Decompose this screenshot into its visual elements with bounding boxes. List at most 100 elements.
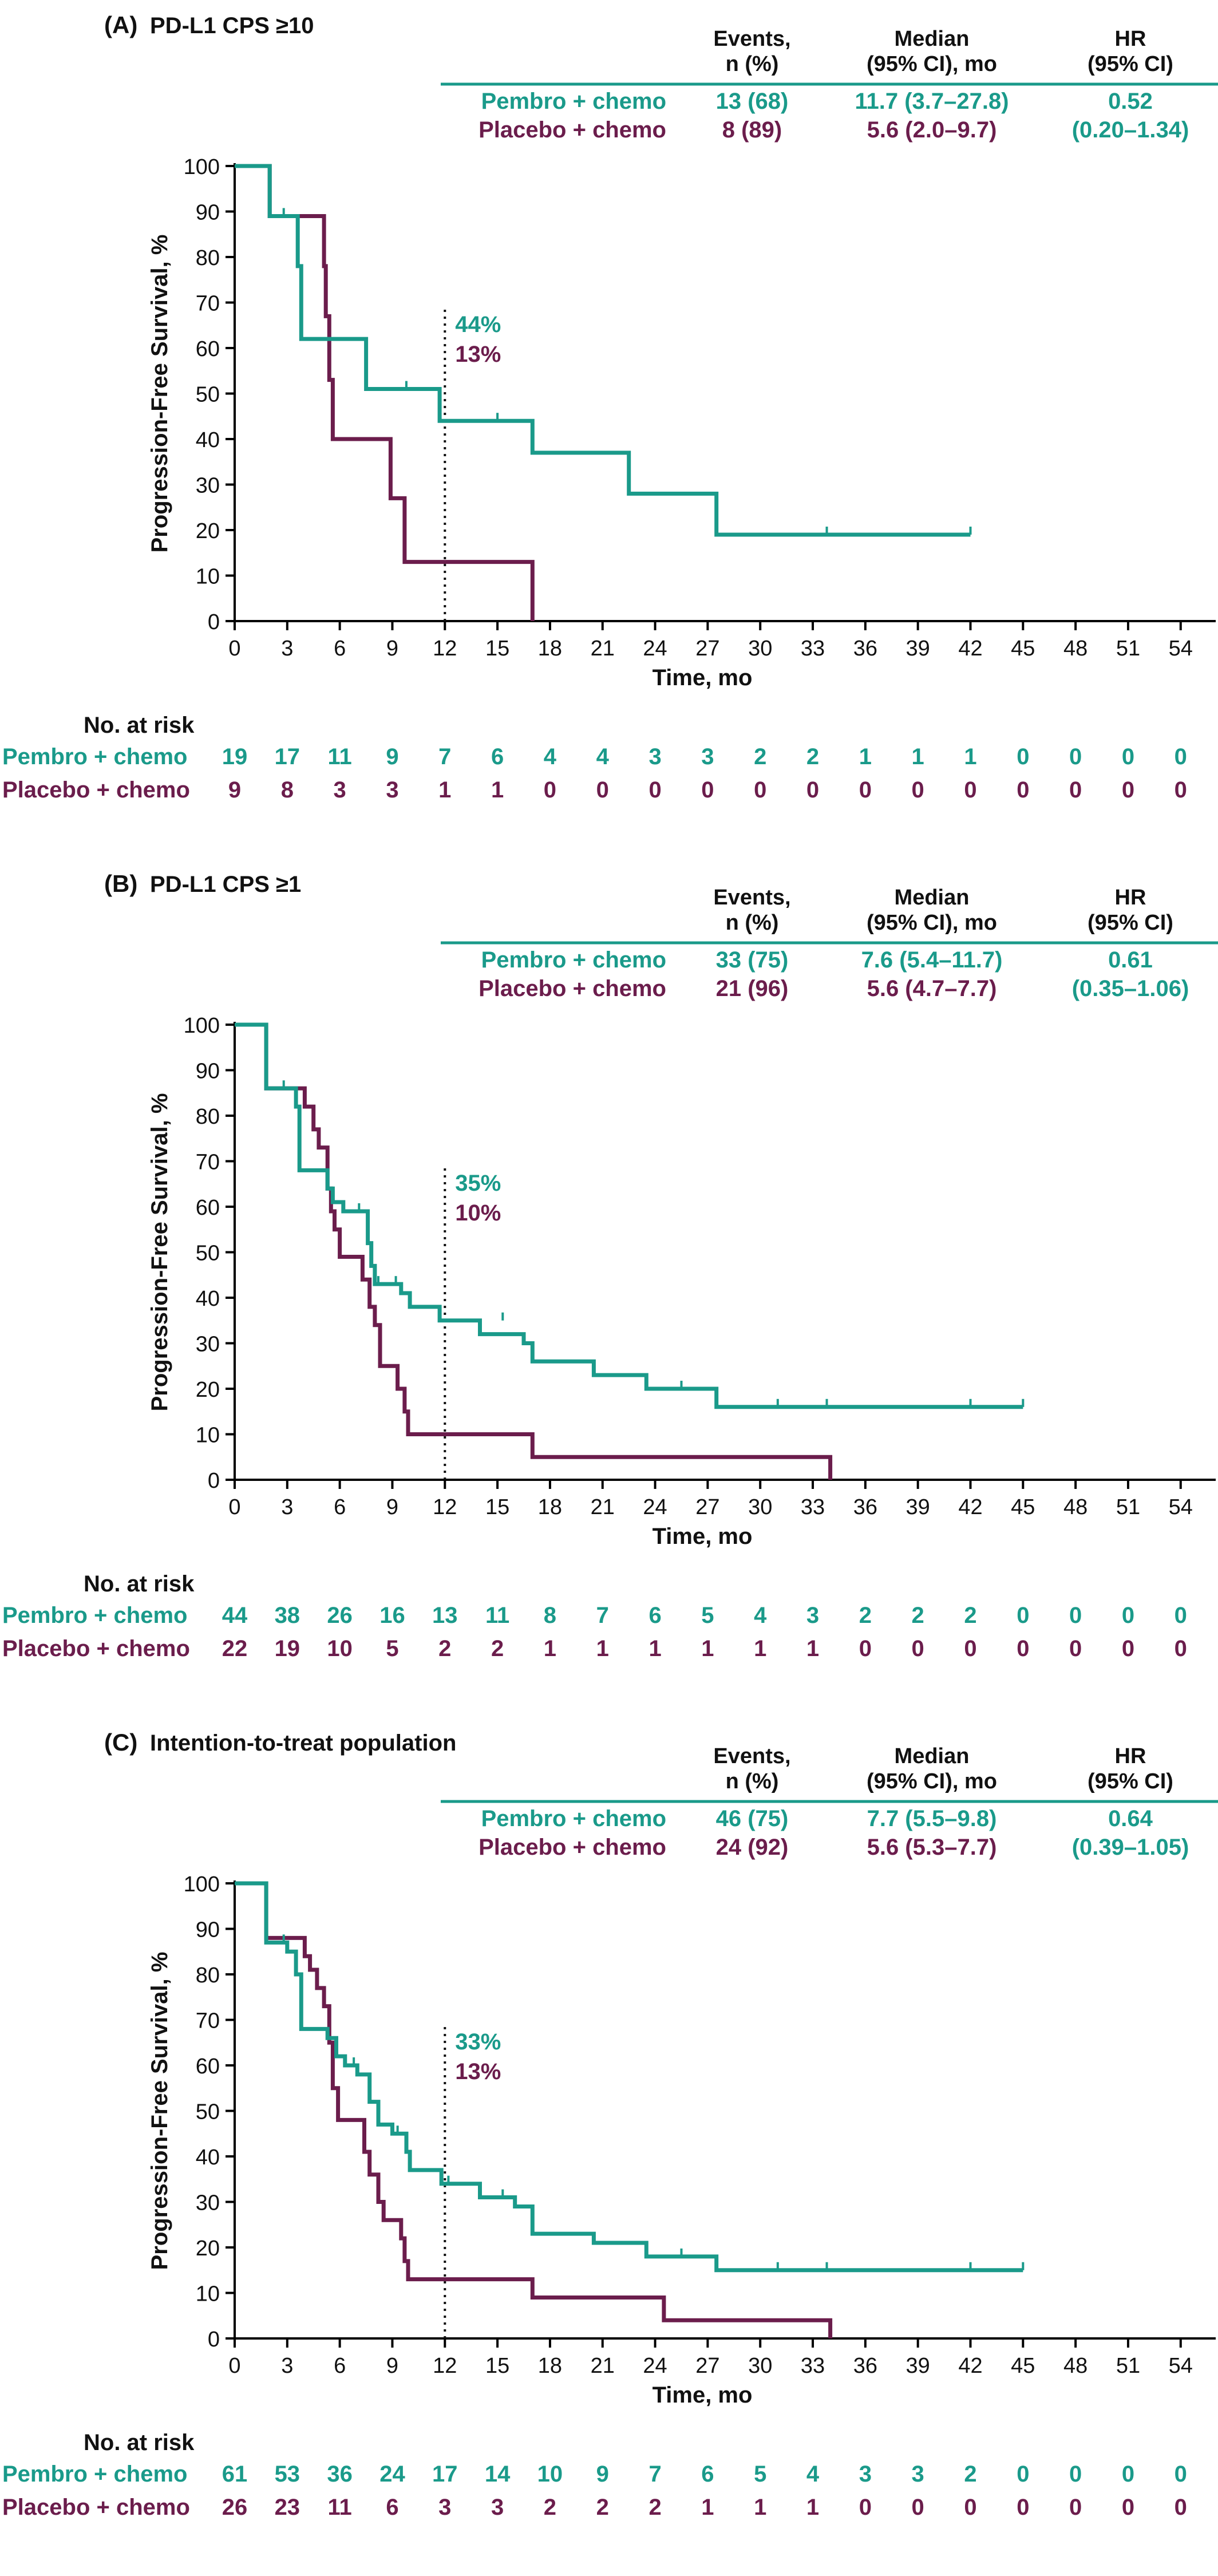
risk-value-pembro: 0 — [1174, 2462, 1187, 2487]
risk-value-pembro: 6 — [648, 1603, 661, 1628]
x-axis-label: Time, mo — [652, 665, 753, 690]
y-axis-label: Progression-Free Survival, % — [147, 1952, 172, 2270]
risk-value-pembro: 5 — [701, 1603, 714, 1628]
x-tick-label: 24 — [643, 2354, 667, 2378]
x-tick-label: 54 — [1169, 1495, 1193, 1519]
risk-row-label-placebo: Placebo + chemo — [2, 2495, 190, 2520]
y-tick-label: 10 — [196, 565, 220, 589]
risk-value-placebo: 3 — [386, 777, 398, 803]
x-tick-label: 12 — [433, 1495, 457, 1519]
risk-value-placebo: 2 — [438, 1636, 451, 1661]
x-tick-label: 21 — [591, 637, 615, 661]
x-tick-label: 0 — [228, 637, 240, 661]
y-tick-label: 50 — [196, 383, 220, 407]
risk-value-placebo: 9 — [228, 777, 241, 803]
risk-title: No. at risk — [84, 713, 195, 738]
risk-value-pembro: 7 — [596, 1603, 609, 1628]
panel-title: PD-L1 CPS ≥1 — [150, 872, 301, 897]
x-tick-label: 27 — [695, 2354, 719, 2378]
risk-value-pembro: 9 — [386, 744, 398, 769]
x-tick-label: 48 — [1063, 1495, 1088, 1519]
y-tick-label: 10 — [196, 2282, 220, 2306]
risk-title: No. at risk — [84, 1571, 195, 1597]
risk-value-placebo: 0 — [754, 777, 766, 803]
x-tick-label: 30 — [748, 637, 772, 661]
x-tick-label: 15 — [485, 637, 509, 661]
risk-value-placebo: 2 — [596, 2495, 609, 2520]
risk-value-placebo: 0 — [964, 2495, 976, 2520]
x-tick-label: 24 — [643, 1495, 667, 1519]
risk-value-placebo: 1 — [438, 777, 451, 803]
panel-letter: (C) — [104, 1729, 137, 1756]
x-tick-label: 3 — [281, 1495, 293, 1519]
y-tick-label: 40 — [196, 1287, 220, 1311]
risk-value-pembro: 2 — [912, 1603, 924, 1628]
median-pembro: 7.7 (5.5–9.8) — [867, 1806, 997, 1831]
risk-value-pembro: 14 — [485, 2462, 511, 2487]
risk-value-placebo: 0 — [1017, 777, 1029, 803]
y-tick-label: 100 — [184, 155, 220, 179]
y-tick-label: 20 — [196, 1378, 220, 1402]
x-tick-label: 54 — [1169, 637, 1193, 661]
events-pembro: 46 (75) — [716, 1806, 789, 1831]
risk-value-pembro: 61 — [222, 2462, 248, 2487]
risk-value-placebo: 0 — [1069, 2495, 1082, 2520]
km-panel-b: (B) PD-L1 CPS ≥1 Events, n (%) Median (95% CI… — [0, 859, 1218, 1717]
x-tick-label: 6 — [334, 637, 346, 661]
y-tick-label: 80 — [196, 1963, 220, 1988]
y-tick-label: 20 — [196, 519, 220, 543]
y-tick-label: 10 — [196, 1424, 220, 1448]
risk-value-placebo: 6 — [386, 2495, 398, 2520]
y-tick-label: 50 — [196, 1242, 220, 1266]
x-tick-label: 42 — [958, 637, 982, 661]
risk-value-placebo: 1 — [701, 1636, 714, 1661]
risk-value-pembro: 2 — [859, 1603, 872, 1628]
risk-value-placebo: 1 — [806, 1636, 819, 1661]
risk-value-placebo: 0 — [964, 777, 976, 803]
header-median-unit: (95% CI), mo — [867, 52, 997, 76]
risk-value-pembro: 0 — [1122, 744, 1134, 769]
median-pembro: 7.6 (5.4–11.7) — [861, 947, 1003, 973]
y-tick-label: 100 — [184, 1014, 220, 1038]
km-curve-placebo — [235, 164, 535, 621]
x-tick-label: 51 — [1116, 1495, 1140, 1519]
header-hr: HR — [1115, 886, 1146, 910]
landmark-placebo: 10% — [455, 1200, 501, 1226]
events-placebo: 21 (96) — [716, 976, 789, 1001]
risk-value-pembro: 2 — [806, 744, 819, 769]
x-axis-label: Time, mo — [652, 2383, 753, 2408]
x-tick-label: 36 — [853, 1495, 877, 1519]
landmark-pembro: 35% — [455, 1171, 501, 1196]
risk-value-placebo: 0 — [964, 1636, 976, 1661]
x-tick-label: 12 — [433, 637, 457, 661]
x-tick-label: 0 — [228, 1495, 240, 1519]
legend-pembro: Pembro + chemo — [481, 89, 666, 114]
risk-value-pembro: 4 — [544, 744, 557, 769]
x-tick-label: 36 — [853, 2354, 877, 2378]
header-events-unit: n (%) — [726, 911, 779, 935]
risk-value-placebo: 11 — [327, 2495, 351, 2520]
header-hr-ci: (95% CI) — [1088, 52, 1173, 76]
risk-value-placebo: 19 — [275, 1636, 300, 1661]
x-tick-label: 9 — [386, 2354, 398, 2378]
y-tick-label: 70 — [196, 292, 220, 316]
risk-value-placebo: 0 — [1174, 2495, 1187, 2520]
risk-value-placebo: 1 — [491, 777, 504, 803]
median-placebo: 5.6 (2.0–9.7) — [867, 117, 997, 143]
risk-value-pembro: 3 — [648, 744, 661, 769]
risk-value-pembro: 44 — [222, 1603, 248, 1628]
risk-value-pembro: 3 — [701, 744, 714, 769]
y-tick-label: 90 — [196, 1918, 220, 1942]
legend-placebo: Placebo + chemo — [478, 976, 666, 1001]
km-curve-pembro — [235, 164, 971, 537]
x-tick-label: 18 — [538, 1495, 562, 1519]
risk-value-placebo: 22 — [222, 1636, 248, 1661]
x-tick-label: 45 — [1011, 2354, 1035, 2378]
risk-value-placebo: 0 — [1017, 1636, 1029, 1661]
risk-value-placebo: 1 — [754, 2495, 766, 2520]
events-pembro: 33 (75) — [716, 947, 789, 973]
header-median-unit: (95% CI), mo — [867, 1769, 997, 1793]
y-tick-label: 80 — [196, 1105, 220, 1129]
x-tick-label: 9 — [386, 637, 398, 661]
